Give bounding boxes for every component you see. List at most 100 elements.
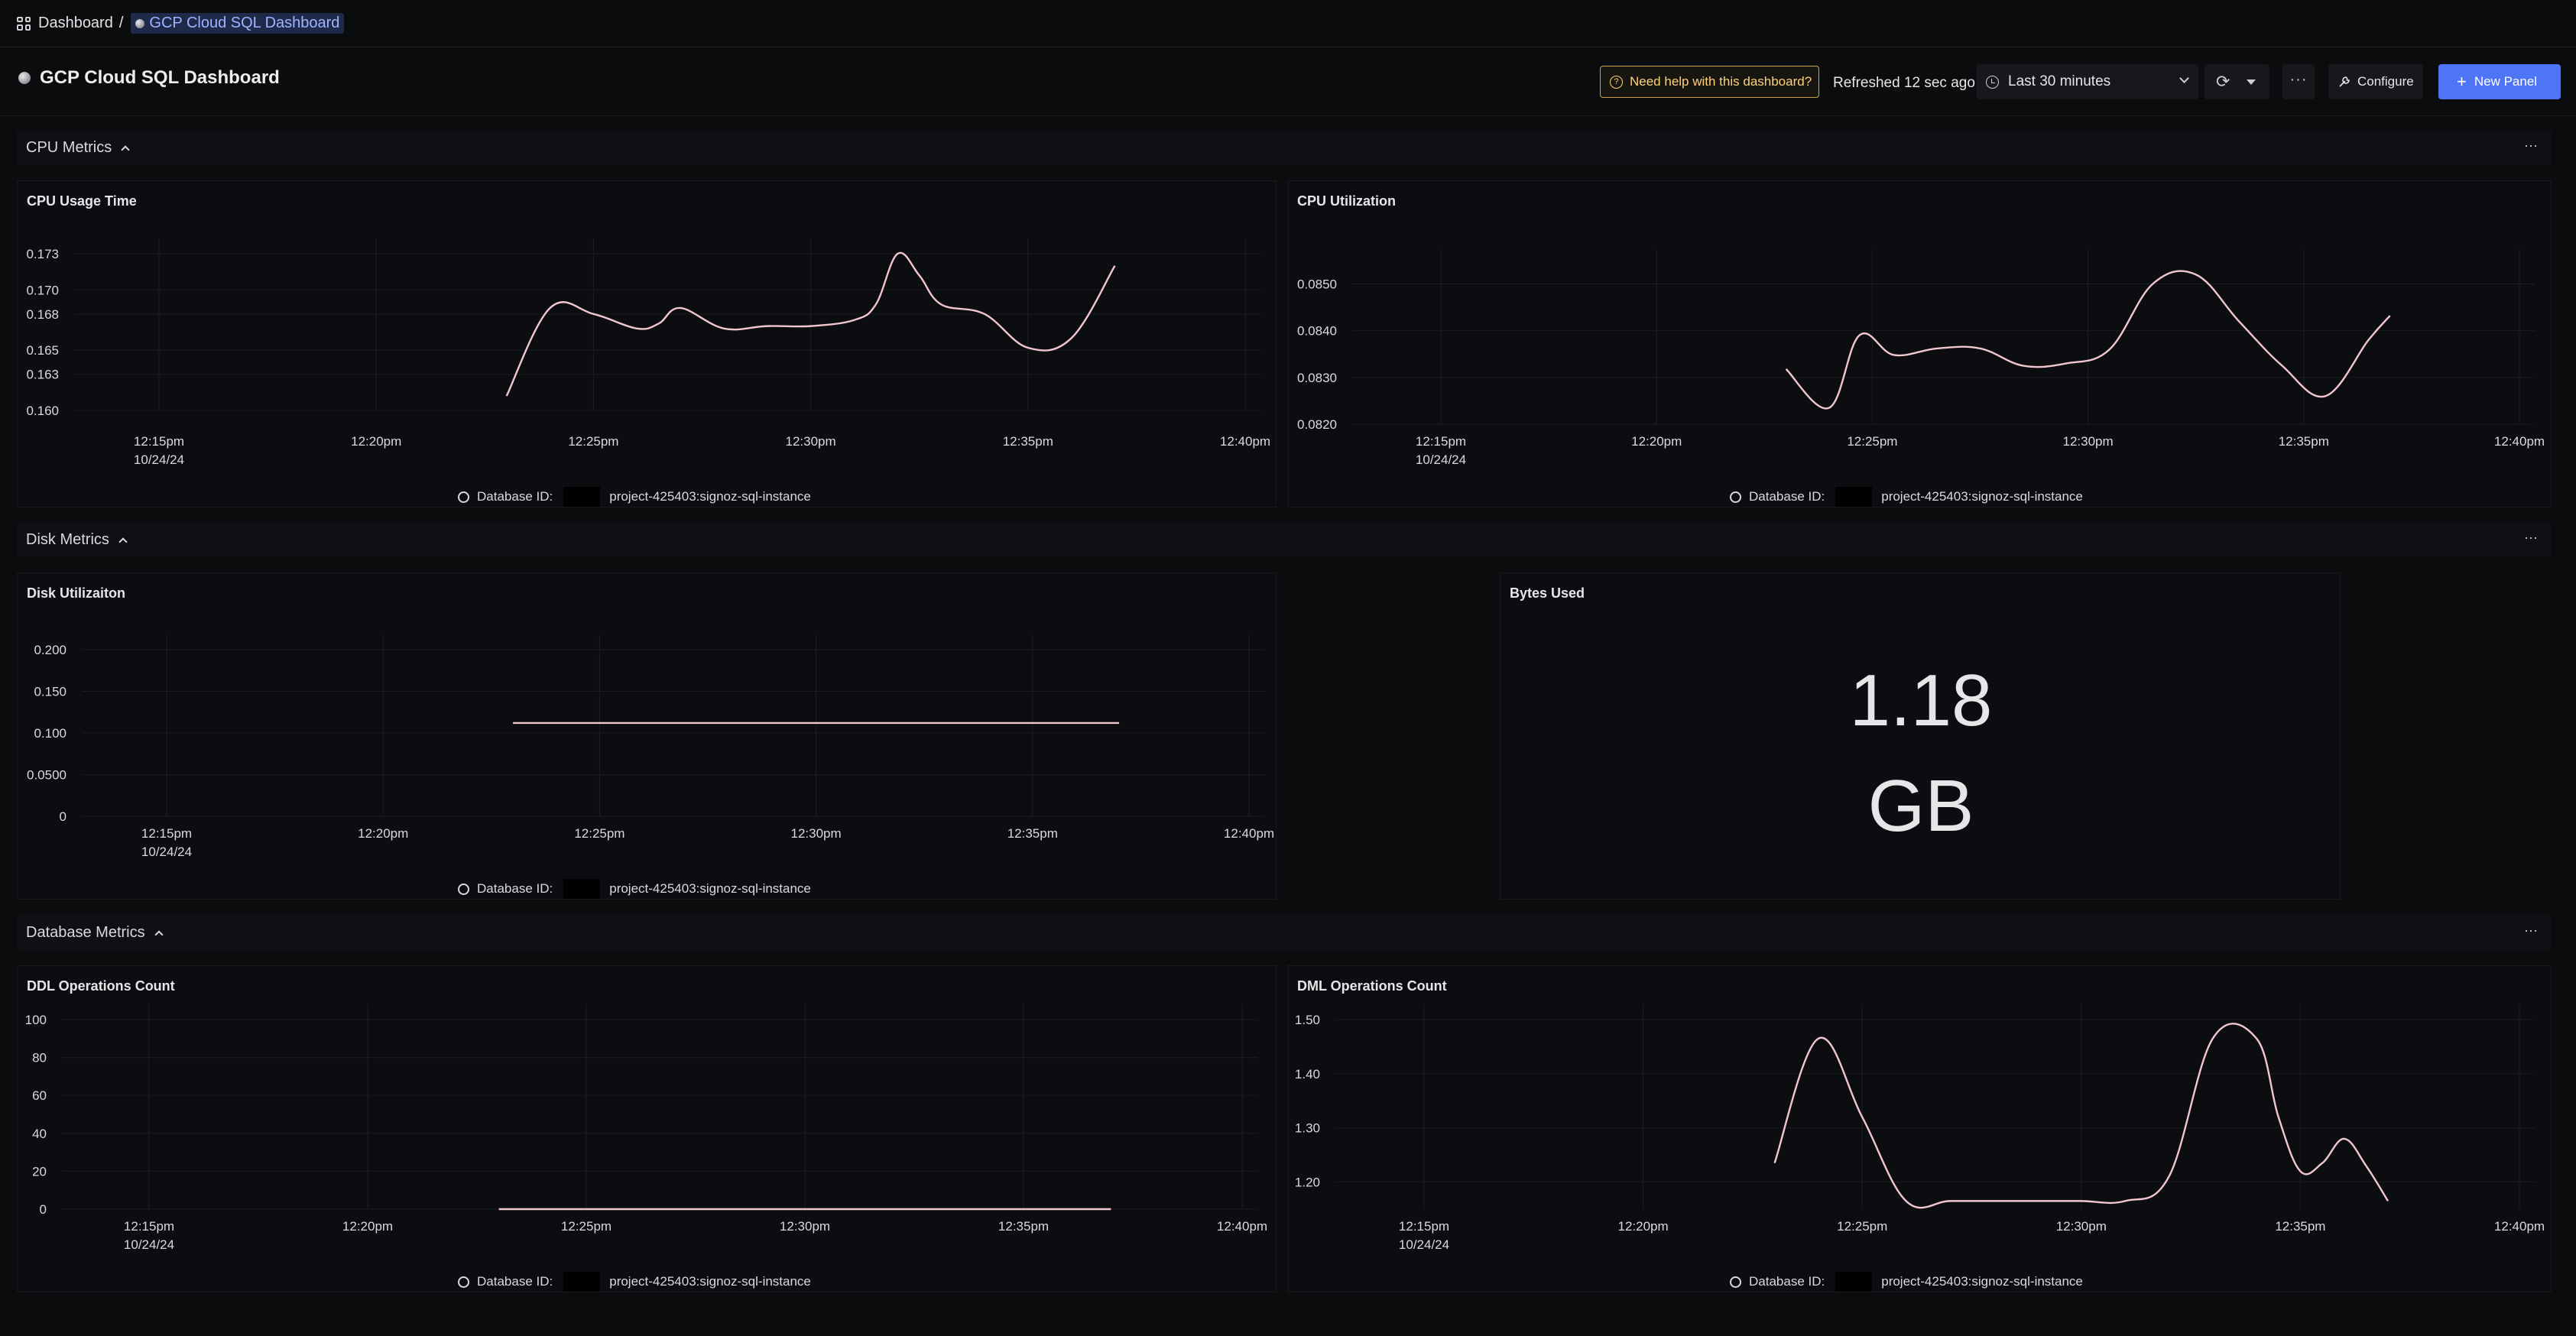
legend-suffix: project-425403:signoz-sql-instance	[1881, 489, 2083, 504]
chart-legend[interactable]: Database ID: project-425403:signoz-sql-in…	[458, 1272, 811, 1292]
breadcrumb-dashboard-link[interactable]: Dashboard	[38, 15, 113, 31]
disk-utilization-chart[interactable]: 12:15pm 10/24/24 12:20pm 12:25pm 12:30pm 12:3…	[18, 573, 1277, 900]
x-tick-label: 12:20pm	[358, 826, 408, 841]
y-tick-label: 60	[32, 1088, 47, 1103]
chevron-up-icon[interactable]	[118, 537, 128, 546]
cpu-utilization-chart[interactable]: 12:15pm 10/24/24 12:20pm 12:25pm 12:30pm 12:3…	[1288, 181, 2552, 508]
x-tick-label: 12:35pm	[1007, 826, 1058, 841]
y-tick-label: 0.200	[34, 643, 67, 657]
bytes-used-unit: GB	[1867, 765, 1974, 847]
x-tick-label: 12:35pm	[2279, 434, 2329, 449]
x-tick-label: 12:40pm	[1220, 434, 1270, 449]
legend-prefix: Database ID:	[477, 489, 553, 504]
time-range-select[interactable]: Last 30 minutes	[1977, 64, 2198, 99]
y-tick-label: 0.100	[34, 726, 67, 741]
refresh-button[interactable]: ⟳	[2205, 64, 2269, 99]
help-button-label: Need help with this dashboard?	[1630, 74, 1812, 89]
y-tick-label: 0.0820	[1297, 417, 1337, 432]
configure-button[interactable]: Configure	[2328, 64, 2423, 99]
y-tick-label: 0.173	[26, 247, 59, 261]
redacted-block	[1835, 487, 1873, 507]
cpu-usage-chart[interactable]: 12:15pm 10/24/24 12:20pm 12:25pm 12:30pm 12:3…	[18, 181, 1277, 508]
legend-circle-icon	[458, 1276, 469, 1288]
chart-legend[interactable]: Database ID: project-425403:signoz-sql-in…	[1730, 1272, 2083, 1292]
legend-suffix: project-425403:signoz-sql-instance	[609, 489, 811, 504]
x-tick-label: 12:25pm	[1847, 434, 1897, 449]
chart-legend[interactable]: Database ID: project-425403:signoz-sql-in…	[1730, 487, 2083, 507]
x-tick-label: 12:30pm	[791, 826, 842, 841]
legend-suffix: project-425403:signoz-sql-instance	[1881, 1274, 2083, 1289]
x-tick-label: 12:40pm	[2494, 1219, 2545, 1234]
y-tick-label: 0.0500	[27, 768, 67, 783]
y-tick-label: 0.150	[34, 685, 67, 699]
dashboard-header: GCP Cloud SQL Dashboard ? Need help with…	[0, 47, 2576, 116]
x-date-label: 10/24/24	[134, 452, 184, 467]
x-tick-label: 12:40pm	[1217, 1219, 1267, 1234]
x-tick-label: 12:15pm	[1416, 434, 1466, 449]
y-tick-label: 100	[25, 1013, 47, 1027]
x-tick-label: 12:20pm	[1618, 1219, 1669, 1234]
legend-prefix: Database ID:	[477, 881, 553, 896]
section-cpu-metrics[interactable]: CPU Metrics ···	[17, 130, 2552, 165]
x-tick-label: 12:20pm	[342, 1219, 393, 1234]
redacted-block	[563, 487, 601, 507]
chevron-up-icon[interactable]	[154, 929, 164, 939]
x-tick-label: 12:20pm	[1631, 434, 1682, 449]
section-title: CPU Metrics	[26, 138, 112, 156]
x-tick-label: 12:25pm	[574, 826, 625, 841]
configure-button-label: Configure	[2357, 74, 2414, 89]
section-disk-metrics[interactable]: Disk Metrics ···	[17, 522, 2552, 557]
redacted-block	[563, 1272, 601, 1292]
y-tick-label: 0.165	[26, 343, 59, 358]
help-button[interactable]: ? Need help with this dashboard?	[1600, 66, 1819, 98]
legend-prefix: Database ID:	[1749, 489, 1825, 504]
breadcrumb-current[interactable]: GCP Cloud SQL Dashboard	[131, 13, 345, 34]
section-database-metrics[interactable]: Database Metrics ···	[17, 915, 2552, 950]
x-tick-label: 12:15pm	[134, 434, 184, 449]
panel-title: Bytes Used	[1510, 585, 1585, 601]
chevron-up-icon[interactable]	[121, 144, 130, 154]
y-tick-label: 0.170	[26, 283, 59, 297]
dashboard-grid-icon	[17, 16, 31, 31]
ddl-operations-chart[interactable]: 12:15pm 10/24/24 12:20pm 12:25pm 12:30pm 12:3…	[18, 966, 1277, 1293]
dml-operations-chart[interactable]: 12:15pm 10/24/24 12:20pm 12:25pm 12:30pm 12:3…	[1288, 966, 2552, 1293]
x-tick-label: 12:25pm	[1837, 1219, 1887, 1234]
legend-suffix: project-425403:signoz-sql-instance	[609, 881, 811, 896]
chart-legend[interactable]: Database ID: project-425403:signoz-sql-in…	[458, 487, 811, 507]
section-menu-button[interactable]: ···	[2524, 138, 2538, 153]
legend-prefix: Database ID:	[1749, 1274, 1825, 1289]
section-menu-button[interactable]: ···	[2524, 923, 2538, 938]
bytes-used-value: 1.18	[1849, 660, 1993, 741]
series-line[interactable]	[505, 251, 1116, 397]
panel-title: Disk Utilizaiton	[27, 585, 126, 601]
refresh-interval-caret-icon[interactable]	[2247, 79, 2256, 85]
y-tick-label: 0.160	[26, 404, 59, 418]
x-tick-label: 12:15pm	[124, 1219, 174, 1234]
x-tick-label: 12:40pm	[1224, 826, 1274, 841]
x-tick-label: 12:30pm	[2056, 1219, 2107, 1234]
chevron-down-icon	[2179, 73, 2189, 83]
new-panel-button-label: New Panel	[2474, 74, 2538, 89]
new-panel-button[interactable]: + New Panel	[2438, 64, 2561, 99]
panel-disk-utilization: Disk Utilizaiton 12:15pm 10/24/24 12:20pm 1…	[17, 572, 1277, 900]
series-line[interactable]	[1773, 1023, 2389, 1209]
gcp-dashboard-icon	[135, 18, 145, 28]
y-tick-label: 40	[32, 1127, 47, 1141]
panel-title: DML Operations Count	[1297, 978, 1447, 994]
section-menu-button[interactable]: ···	[2524, 530, 2538, 545]
more-options-button[interactable]: ···	[2282, 64, 2315, 99]
page-title-text: GCP Cloud SQL Dashboard	[40, 67, 280, 88]
y-tick-label: 0.0840	[1297, 324, 1337, 339]
series-line[interactable]	[1785, 270, 2391, 410]
breadcrumb-separator: /	[118, 15, 124, 31]
legend-circle-icon	[458, 883, 469, 895]
x-tick-label: 12:30pm	[2063, 434, 2114, 449]
x-tick-label: 12:15pm	[1399, 1219, 1449, 1234]
panel-cpu-usage-time: CPU Usage Time 12:15pm 10/24/24 12:20pm 12:…	[17, 180, 1277, 507]
legend-circle-icon	[1730, 491, 1741, 503]
refresh-icon: ⟳	[2216, 72, 2230, 91]
chart-legend[interactable]: Database ID: project-425403:signoz-sql-in…	[458, 879, 811, 899]
breadcrumb-current-label: GCP Cloud SQL Dashboard	[149, 15, 340, 31]
gcp-dashboard-icon	[18, 72, 31, 84]
panel-cpu-utilization: CPU Utilization 12:15pm 10/24/24 12:20pm 12…	[1287, 180, 2552, 507]
